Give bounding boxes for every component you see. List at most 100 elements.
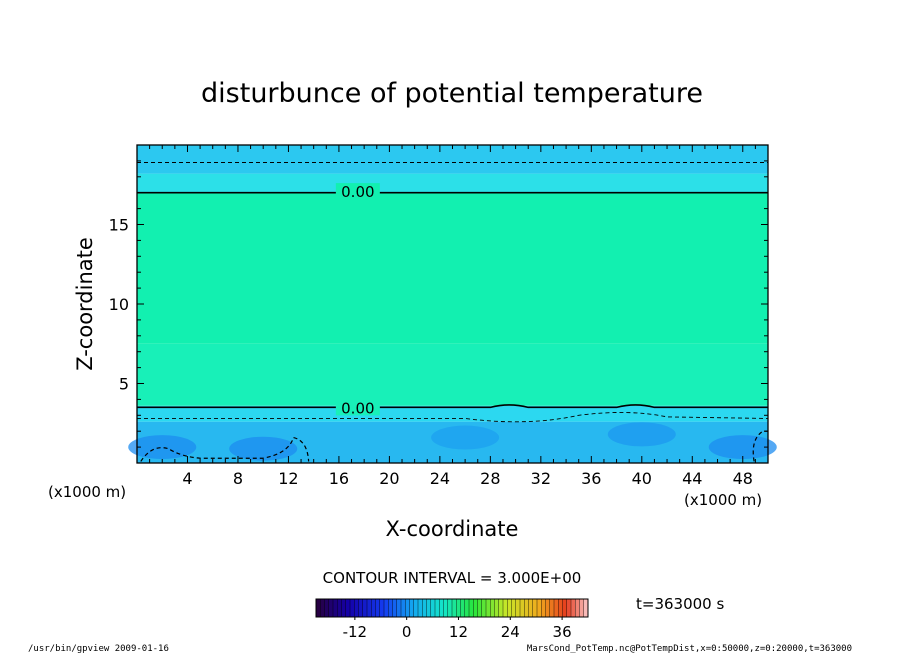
temperature-fill [128, 145, 777, 463]
x-tick-label: 24 [430, 469, 450, 488]
temperature-band-5 [137, 145, 768, 174]
x-tick-label: 4 [182, 469, 192, 488]
colorbar-tick-label: 12 [449, 623, 468, 641]
colorbar-cell [401, 599, 406, 617]
x-tick-label: 36 [581, 469, 601, 488]
colorbar-cell [452, 599, 457, 617]
contour-interval-label: CONTOUR INTERVAL = 3.000E+00 [323, 569, 582, 587]
colorbar-cell [396, 599, 402, 617]
x-unit-left: (x1000 m) [48, 483, 126, 501]
colorbar-cell [439, 599, 444, 617]
colorbar-cell [541, 599, 546, 617]
colorbar-cell [447, 599, 453, 617]
colorbar-cell [435, 599, 440, 617]
colorbar-cell [367, 599, 372, 617]
x-tick-label: 28 [480, 469, 500, 488]
colorbar-cell [481, 599, 487, 617]
y-axis-label: Z-coordinate [73, 237, 97, 371]
colorbar-frame [315, 598, 589, 618]
colorbar-cell [464, 599, 470, 617]
colorbar-cell [316, 599, 321, 617]
colorbar-cell [469, 599, 474, 617]
colorbar-cell [328, 599, 334, 617]
colorbar-tick-label: -12 [343, 623, 368, 641]
colorbar-cell [528, 599, 534, 617]
colorbar-cell [413, 599, 419, 617]
contour-lines: 0.00 0.00 [137, 162, 769, 462]
colorbar-cell [579, 599, 585, 617]
colorbar-cell [358, 599, 364, 617]
temperature-band-2 [137, 343, 768, 406]
colorbar-tick-label: 0 [402, 623, 412, 641]
colorbar-cell [473, 599, 478, 617]
colorbar-cell [324, 599, 330, 617]
colorbar-cell [405, 599, 410, 617]
surface-anomaly-2 [431, 425, 500, 450]
colorbar-cell [532, 599, 538, 617]
surface-anomaly-3 [607, 422, 676, 447]
contour-line-lower [137, 404, 768, 409]
temperature-band-4 [137, 173, 768, 193]
colorbar-cell [456, 599, 461, 617]
colorbar-cell [371, 599, 376, 617]
surface-anomaly-0 [128, 435, 197, 460]
colorbar-cell [422, 599, 427, 617]
contour-label-bg-1 [335, 399, 380, 416]
colorbar-tick-label: 24 [501, 623, 520, 641]
chart-title: disturbunce of potential temperature [201, 78, 703, 109]
colorbar-cell [537, 599, 542, 617]
colorbar-cell [320, 599, 325, 617]
colorbar-cell [354, 599, 359, 617]
x-tick-label: 8 [233, 469, 243, 488]
contour-label-0: 0.00 [341, 183, 374, 201]
colorbar-cell [375, 599, 381, 617]
x-axis-ticks: 4 8 12 16 20 24 28 32 36 40 44 48 [136, 145, 769, 488]
colorbar-cell [379, 599, 385, 617]
colorbar-cell [477, 599, 483, 617]
time-label: t=363000 s [636, 595, 724, 613]
colorbar-cell [426, 599, 432, 617]
x-tick-label: 20 [379, 469, 399, 488]
y-tick-label: 15 [109, 216, 129, 235]
y-tick-label: 5 [119, 375, 129, 394]
colorbar-cell [409, 599, 415, 617]
colorbar-cell [443, 599, 449, 617]
surface-anomaly-4 [708, 435, 777, 460]
temperature-band-1 [137, 405, 768, 422]
colorbar-cell [333, 599, 338, 617]
contour-label-1: 0.00 [341, 399, 374, 417]
y-tick-label: 10 [109, 295, 129, 314]
x-tick-label: 16 [329, 469, 349, 488]
x-tick-label: 40 [632, 469, 652, 488]
x-tick-label: 12 [278, 469, 298, 488]
colorbar-tick-label: 36 [553, 623, 572, 641]
colorbar-cell [418, 599, 423, 617]
colorbar-cell [583, 599, 589, 617]
colorbar-cell [575, 599, 580, 617]
colorbar-cell [362, 599, 368, 617]
colorbar-cell [341, 599, 347, 617]
x-tick-label: 44 [682, 469, 702, 488]
colorbar-cell [486, 599, 491, 617]
colorbar-cell [430, 599, 436, 617]
colorbar-cell [511, 599, 517, 617]
colorbar: -12 0 12 24 36 [315, 598, 589, 641]
colorbar-cell [494, 599, 500, 617]
colorbar-cell [549, 599, 555, 617]
colorbar-cell [558, 599, 563, 617]
footer-left: /usr/bin/gpview 2009-01-16 [28, 644, 169, 654]
colorbar-cell [460, 599, 466, 617]
colorbar-cell [350, 599, 355, 617]
colorbar-cell [554, 599, 559, 617]
colorbar-cell [524, 599, 529, 617]
colorbar-cell [515, 599, 521, 617]
x-axis-label: X-coordinate [386, 517, 519, 541]
colorbar-cell [507, 599, 512, 617]
x-tick-label: 32 [531, 469, 551, 488]
colorbar-cell [498, 599, 504, 617]
colorbar-cell [545, 599, 551, 617]
contour-dashed-lower [137, 412, 769, 423]
colorbar-cell [503, 599, 508, 617]
